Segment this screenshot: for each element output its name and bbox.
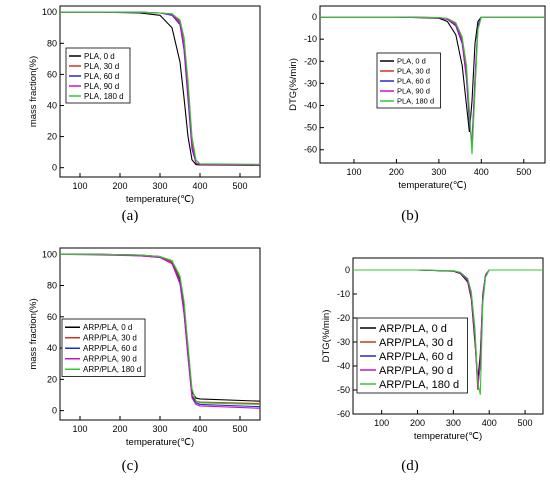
y-tick-label: -10 xyxy=(304,34,317,44)
legend-label: PLA, 90 d xyxy=(397,87,430,96)
y-axis-label: DTG(%/min) xyxy=(321,310,332,363)
legend-label: PLA, 60 d xyxy=(84,72,119,81)
x-tick-label: 500 xyxy=(232,181,247,191)
y-tick-label: 100 xyxy=(42,249,57,259)
y-tick-label: -50 xyxy=(304,123,317,133)
y-tick-label: -60 xyxy=(304,145,317,155)
y-tick-label: 20 xyxy=(47,132,57,142)
y-tick-label: 80 xyxy=(47,281,57,291)
x-tick-label: 200 xyxy=(389,167,404,177)
y-tick-label: -50 xyxy=(337,385,350,395)
chart-a: 100 200 300 400 500 0 20 40 60 80 100 temperature(℃… xyxy=(28,5,261,205)
chart-c: 100 200 300 400 500 0 20 40 60 80 100 temperature(℃… xyxy=(28,247,261,448)
x-tick-label: 300 xyxy=(152,424,167,434)
x-tick-label: 100 xyxy=(346,167,361,177)
x-tick-label: 400 xyxy=(474,167,489,177)
y-tick-label: -10 xyxy=(337,289,350,299)
panel-label-b: (b) xyxy=(401,208,419,224)
legend-label: ARP/PLA, 30 d xyxy=(379,337,453,349)
x-axis-label: temperature(℃) xyxy=(126,437,194,448)
series-line xyxy=(320,16,545,155)
y-tick-label: 100 xyxy=(42,7,57,17)
legend-label: ARP/PLA, 180 d xyxy=(83,365,141,374)
panel-label-c: (c) xyxy=(122,458,139,474)
series-line xyxy=(60,253,261,405)
chart-b: 100 200 300 400 500 0 -10 -20 -30 -40 -50 -60 temper… xyxy=(288,5,546,191)
y-tick-label: 0 xyxy=(345,265,350,275)
plot-frame xyxy=(352,257,544,415)
y-tick-label: 20 xyxy=(47,374,57,384)
panel-label-d: (d) xyxy=(401,458,419,474)
x-tick-label: 100 xyxy=(72,181,87,191)
legend-label: ARP/PLA, 0 d xyxy=(379,323,447,335)
series-line xyxy=(59,253,261,409)
x-tick-label: 200 xyxy=(112,181,127,191)
legend-label: ARP/PLA, 180 d xyxy=(379,379,459,391)
legend-label: ARP/PLA, 90 d xyxy=(379,365,453,377)
legend-label: PLA, 30 d xyxy=(397,67,430,76)
legend-label: ARP/PLA, 60 d xyxy=(379,351,453,363)
x-tick-label: 400 xyxy=(192,181,207,191)
legend-label: ARP/PLA, 0 d xyxy=(83,323,132,332)
y-tick-label: 0 xyxy=(312,12,317,22)
x-tick-label: 100 xyxy=(72,424,87,434)
legend-label: PLA, 180 d xyxy=(84,92,124,101)
y-tick-label: -40 xyxy=(337,361,350,371)
series-line xyxy=(353,269,543,395)
x-axis-label: temperature(℃) xyxy=(398,180,466,191)
y-tick-label: -20 xyxy=(304,56,317,66)
y-tick-label: 60 xyxy=(47,312,57,322)
x-tick-label: 300 xyxy=(446,418,461,428)
y-tick-label: -40 xyxy=(304,101,317,111)
legend-label: ARP/PLA, 30 d xyxy=(83,334,137,343)
x-tick-label: 500 xyxy=(518,418,533,428)
y-axis-label: mass fraction(%) xyxy=(28,56,39,127)
x-axis-label: temperature(℃) xyxy=(414,431,482,442)
y-tick-label: 60 xyxy=(47,69,57,79)
chart-d: 100 200 300 400 500 0 -10 -20 -30 -40 -50 -60 temper… xyxy=(321,257,544,442)
y-tick-label: 40 xyxy=(47,343,57,353)
y-axis-label: mass fraction(%) xyxy=(28,298,39,369)
x-axis-label: temperature(℃) xyxy=(126,194,194,205)
x-tick-label: 200 xyxy=(112,424,127,434)
plot-frame xyxy=(319,5,546,164)
legend-label: PLA, 180 d xyxy=(397,97,434,106)
x-tick-label: 500 xyxy=(516,167,531,177)
x-tick-label: 300 xyxy=(431,167,446,177)
legend-label: ARP/PLA, 90 d xyxy=(83,355,137,364)
x-tick-label: 500 xyxy=(232,424,247,434)
series-line xyxy=(60,11,261,165)
y-tick-label: -30 xyxy=(337,337,350,347)
legend-label: PLA, 90 d xyxy=(84,82,119,91)
x-tick-label: 400 xyxy=(192,424,207,434)
legend-label: PLA, 30 d xyxy=(84,62,119,71)
y-tick-label: 80 xyxy=(47,38,57,48)
x-tick-label: 200 xyxy=(410,418,425,428)
x-tick-label: 400 xyxy=(482,418,497,428)
y-tick-label: -30 xyxy=(304,78,317,88)
y-tick-label: -60 xyxy=(337,409,350,419)
y-axis-label: DTG(%/min) xyxy=(288,58,299,111)
x-tick-label: 300 xyxy=(152,181,167,191)
legend-label: PLA, 0 d xyxy=(84,52,115,61)
y-tick-label: -20 xyxy=(337,313,350,323)
legend-label: PLA, 60 d xyxy=(397,77,430,86)
y-tick-label: 0 xyxy=(52,406,57,416)
y-tick-label: 0 xyxy=(52,163,57,173)
y-tick-label: 40 xyxy=(47,100,57,110)
legend-label: PLA, 0 d xyxy=(397,57,426,66)
panel-label-a: (a) xyxy=(122,208,139,224)
legend-label: ARP/PLA, 60 d xyxy=(83,344,137,353)
series-line xyxy=(60,11,261,166)
legend-box xyxy=(356,317,468,394)
x-tick-label: 100 xyxy=(374,418,389,428)
